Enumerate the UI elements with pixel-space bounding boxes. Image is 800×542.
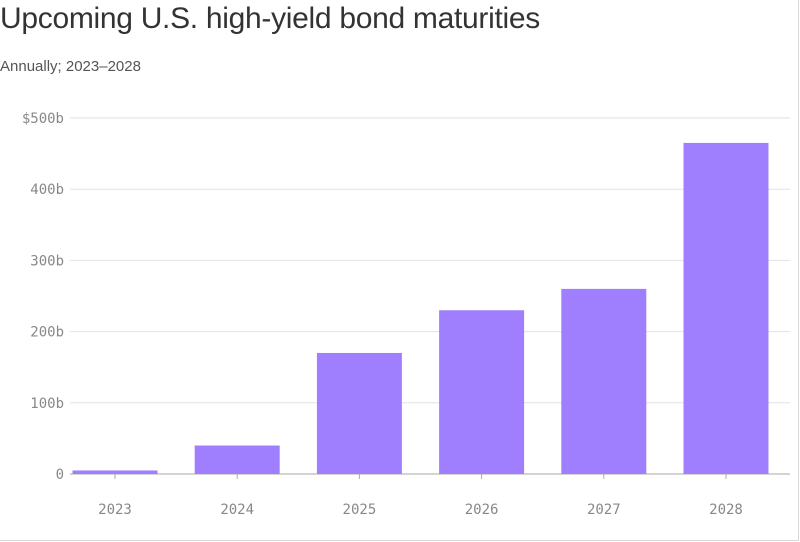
bars [72,142,769,475]
y-tick-label: 100b [30,396,64,412]
y-axis-labels: 0 100b 200b 300b 400b $500b [22,111,64,483]
y-tick-label: 300b [30,253,64,269]
bar-2028 [683,142,769,475]
y-tick-label: 200b [30,325,64,341]
x-tick-label: 2026 [465,502,499,518]
bar-2026 [439,310,525,474]
chart-subtitle: Annually; 2023–2028 [0,58,141,75]
gridlines [70,117,790,475]
bar-2027 [561,288,647,474]
bar-2024 [194,445,280,474]
x-axis-labels: 2023 2024 2025 2026 2027 2028 [98,474,743,518]
bar-2025 [316,352,402,474]
y-tick-label: 0 [56,467,64,483]
y-tick-label: $500b [22,111,64,127]
x-tick-label: 2028 [709,502,743,518]
bar-2023 [72,470,158,474]
x-tick-label: 2025 [343,502,377,518]
x-tick-label: 2023 [98,502,132,518]
chart-title: Upcoming U.S. high-yield bond maturities [0,2,540,35]
y-tick-label: 400b [30,182,64,198]
x-tick-label: 2027 [587,502,621,518]
x-tick-label: 2024 [220,502,254,518]
